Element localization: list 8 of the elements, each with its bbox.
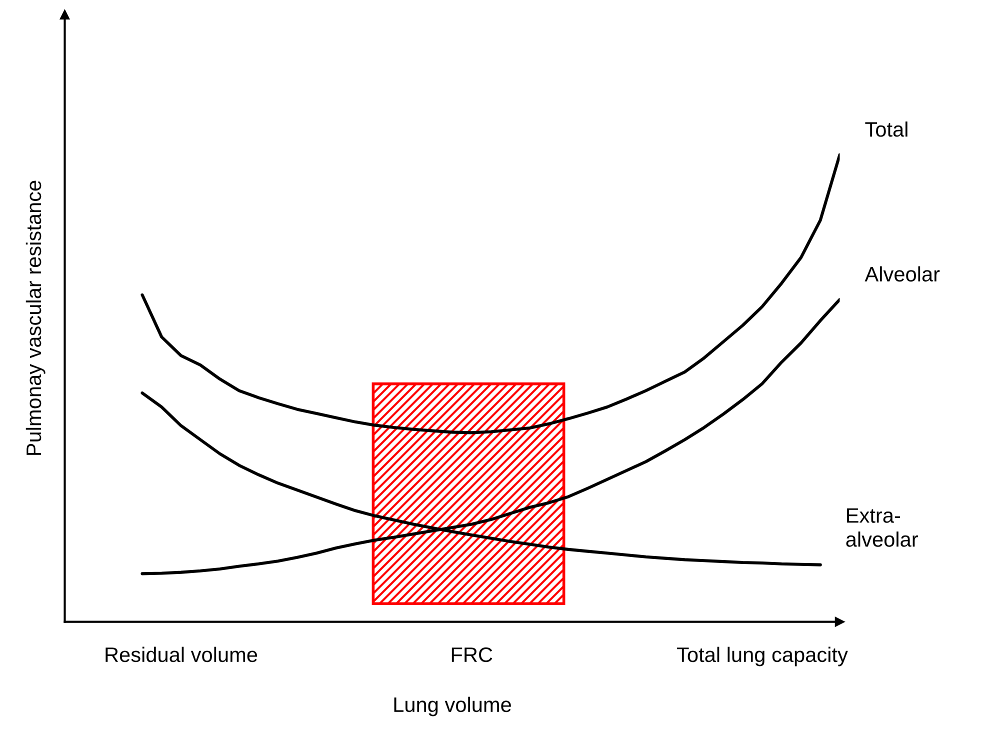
x-tick-label: FRC: [452, 647, 492, 662]
series-label: Extra- alveolar: [846, 508, 918, 547]
series-label: Alveolar: [864, 266, 940, 282]
x-tick-label: Residual volume: [106, 646, 258, 662]
series-label: Total: [865, 121, 908, 137]
x-axis-title: Lung volume: [394, 696, 511, 716]
y-axis-title: Pulmonay vascular resistance: [26, 180, 46, 455]
x-tick-label: Total lung capacity: [677, 646, 848, 666]
